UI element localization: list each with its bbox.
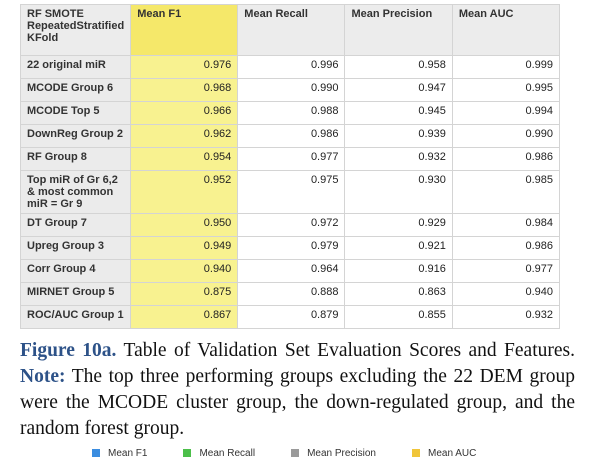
- table-row: RF Group 8 0.954 0.977 0.932 0.986: [19, 147, 561, 171]
- score-cell: 0.966: [130, 101, 239, 125]
- row-label: MCODE Top 5: [19, 101, 132, 125]
- legend-swatch: [411, 449, 420, 457]
- score-cell: 0.875: [130, 282, 239, 306]
- score-cell: 0.888: [237, 282, 346, 306]
- score-cell: 0.932: [451, 305, 561, 329]
- table-row: 22 original miR 0.976 0.996 0.958 0.999: [19, 55, 561, 79]
- legend-label: Mean F1: [108, 448, 148, 459]
- table-row: MCODE Top 5 0.966 0.988 0.945 0.994: [19, 101, 561, 125]
- score-cell: 0.986: [237, 124, 346, 148]
- score-cell: 0.977: [237, 147, 346, 171]
- column-header: Mean Precision: [344, 4, 453, 56]
- legend-swatch: [92, 449, 100, 457]
- legend: Mean F1 Mean Recall Mean Precision Mean AUC: [92, 448, 476, 459]
- score-cell: 0.985: [451, 170, 561, 214]
- score-cell: 0.968: [130, 78, 239, 102]
- table-row: ROC/AUC Group 1 0.867 0.879 0.855 0.932: [19, 305, 561, 329]
- header-row: RF SMOTE RepeatedStratified KFold Mean F1…: [19, 4, 561, 56]
- score-cell: 0.921: [344, 236, 453, 260]
- score-cell: 0.979: [237, 236, 346, 260]
- row-label: 22 original miR: [19, 55, 132, 79]
- caption: Figure 10a. Table of Validation Set Eval…: [20, 338, 575, 442]
- score-cell: 0.940: [130, 259, 239, 283]
- score-cell: 0.996: [237, 55, 346, 79]
- score-cell: 0.994: [451, 101, 561, 125]
- table-row: MIRNET Group 5 0.875 0.888 0.863 0.940: [19, 282, 561, 306]
- note: The top three performing groups excludin…: [20, 366, 575, 439]
- column-header: RF SMOTE RepeatedStratified KFold: [19, 4, 132, 56]
- legend-swatch: [291, 449, 300, 457]
- legend-item: Mean F1: [92, 448, 147, 459]
- score-cell: 0.975: [237, 170, 346, 214]
- table-row: Corr Group 4 0.940 0.964 0.916 0.977: [19, 259, 561, 283]
- row-label: Top miR of Gr 6,2 & most common miR = Gr…: [19, 170, 132, 214]
- score-cell: 0.867: [130, 305, 239, 329]
- column-header: Mean AUC: [451, 4, 561, 56]
- row-label: ROC/AUC Group 1: [19, 305, 132, 329]
- score-cell: 0.990: [451, 124, 561, 148]
- row-label: RF Group 8: [19, 147, 132, 171]
- score-cell: 0.916: [344, 259, 453, 283]
- results-table: RF SMOTE RepeatedStratified KFold Mean F1…: [19, 4, 561, 329]
- score-cell: 0.939: [344, 124, 453, 148]
- score-cell: 0.984: [451, 213, 561, 237]
- score-cell: 0.950: [130, 213, 239, 237]
- score-cell: 0.879: [237, 305, 346, 329]
- score-cell: 0.863: [344, 282, 453, 306]
- legend-label: Mean AUC: [427, 448, 477, 459]
- row-label: MCODE Group 6: [19, 78, 132, 102]
- score-cell: 0.945: [344, 101, 453, 125]
- row-label: DT Group 7: [19, 213, 132, 237]
- row-label: DownReg Group 2: [19, 124, 132, 148]
- legend-item: Mean AUC: [411, 448, 477, 459]
- table-row: MCODE Group 6 0.968 0.990 0.947 0.995: [19, 78, 561, 102]
- table-row: Top miR of Gr 6,2 & most common miR = Gr…: [19, 170, 561, 214]
- legend-label: Mean Recall: [199, 448, 256, 459]
- legend-item: Mean Precision: [291, 448, 376, 459]
- score-cell: 0.972: [237, 213, 346, 237]
- note-label: Note:: [20, 366, 66, 387]
- score-cell: 0.962: [130, 124, 239, 148]
- caption-title: Table of Validation Set Evaluation Score…: [123, 340, 575, 361]
- score-cell: 0.988: [237, 101, 346, 125]
- score-cell: 0.976: [130, 55, 239, 79]
- score-cell: 0.999: [451, 55, 561, 79]
- row-label: MIRNET Group 5: [19, 282, 132, 306]
- score-cell: 0.929: [344, 213, 453, 237]
- score-cell: 0.940: [451, 282, 561, 306]
- legend-label: Mean Precision: [307, 448, 376, 459]
- score-cell: 0.930: [344, 170, 453, 214]
- table-row: Upreg Group 3 0.949 0.979 0.921 0.986: [19, 236, 561, 260]
- score-cell: 0.958: [344, 55, 453, 79]
- score-cell: 0.954: [130, 147, 239, 171]
- row-label: Corr Group 4: [19, 259, 132, 283]
- score-cell: 0.949: [130, 236, 239, 260]
- column-header: Mean F1: [130, 4, 239, 56]
- column-header: Mean Recall: [237, 4, 346, 56]
- table-row: DT Group 7 0.950 0.972 0.929 0.984: [19, 213, 561, 237]
- score-cell: 0.977: [451, 259, 561, 283]
- score-cell: 0.947: [344, 78, 453, 102]
- score-cell: 0.964: [237, 259, 346, 283]
- score-cell: 0.986: [451, 147, 561, 171]
- legend-swatch: [183, 449, 192, 457]
- table-row: DownReg Group 2 0.962 0.986 0.939 0.990: [19, 124, 561, 148]
- score-cell: 0.952: [130, 170, 239, 214]
- score-cell: 0.986: [451, 236, 561, 260]
- score-cell: 0.932: [344, 147, 453, 171]
- score-cell: 0.855: [344, 305, 453, 329]
- score-cell: 0.990: [237, 78, 346, 102]
- score-cell: 0.995: [451, 78, 561, 102]
- legend-item: Mean Recall: [183, 448, 255, 459]
- caption-label: Figure 10a.: [20, 340, 117, 361]
- row-label: Upreg Group 3: [19, 236, 132, 260]
